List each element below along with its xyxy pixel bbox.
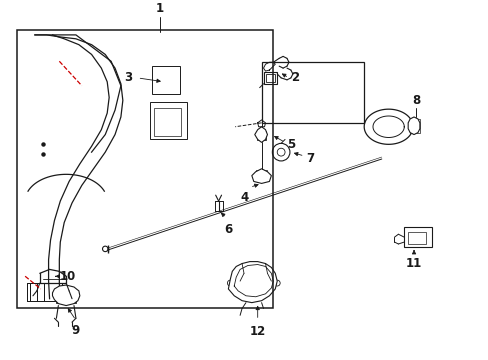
Bar (404, 228, 431, 247)
Text: 4: 4 (241, 191, 248, 204)
Text: 11: 11 (405, 257, 421, 270)
Bar (261, 62, 364, 123)
Text: 9: 9 (72, 324, 80, 337)
Text: 7: 7 (306, 152, 314, 165)
Text: 8: 8 (411, 94, 419, 107)
Bar (17, 30, 273, 309)
Bar (56, 289, 76, 303)
Bar (150, 102, 187, 139)
Text: 10: 10 (59, 270, 76, 283)
Bar (154, 108, 181, 136)
Text: 1: 1 (156, 3, 163, 15)
Text: 3: 3 (124, 71, 132, 84)
Polygon shape (52, 285, 80, 306)
Polygon shape (228, 262, 277, 303)
Text: 5: 5 (286, 138, 295, 151)
Bar (265, 74, 275, 82)
Text: 2: 2 (290, 71, 299, 84)
Polygon shape (254, 127, 267, 143)
Text: 6: 6 (224, 222, 232, 235)
Polygon shape (251, 169, 271, 184)
Bar (256, 131, 266, 140)
Text: 12: 12 (249, 325, 265, 338)
Bar (263, 72, 277, 84)
Bar (152, 66, 179, 94)
Polygon shape (407, 117, 419, 135)
Bar (407, 232, 425, 244)
Bar (409, 119, 419, 132)
Bar (255, 170, 267, 181)
